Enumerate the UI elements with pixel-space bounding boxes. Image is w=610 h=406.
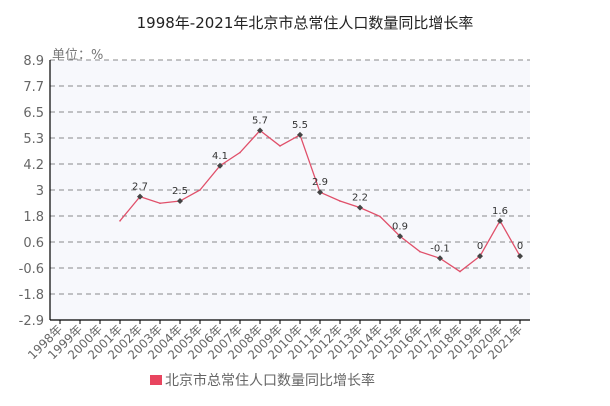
data-point <box>339 200 341 202</box>
data-point <box>459 270 461 273</box>
data-point <box>239 151 241 154</box>
data-point-marker <box>477 253 483 260</box>
gridlines <box>50 59 530 295</box>
y-tick-label: 0.6 <box>23 236 44 251</box>
data-point <box>379 215 381 218</box>
data-label: 4.1 <box>212 151 228 162</box>
y-tick-label: 7.7 <box>23 80 44 95</box>
legend[interactable]: 北京市总常住人口数量同比增长率 <box>150 372 375 389</box>
data-point-marker <box>517 253 523 260</box>
data-label: 2.7 <box>132 182 148 193</box>
legend-label: 北京市总常住人口数量同比增长率 <box>165 372 375 389</box>
data-point-marker <box>397 233 403 240</box>
data-point <box>119 220 121 222</box>
y-tick-label: -1.8 <box>19 288 44 303</box>
data-label: 5.5 <box>292 120 308 131</box>
data-label: 2.5 <box>172 186 188 197</box>
data-label: 1.6 <box>492 206 508 217</box>
legend-swatch <box>150 375 162 385</box>
data-point <box>419 250 421 253</box>
data-point-marker <box>297 131 303 138</box>
data-label: 0 <box>477 241 483 252</box>
y-tick-label: -2.9 <box>19 314 44 329</box>
data-point-marker <box>357 204 363 211</box>
y-axis-ticks: 8.9 7.7 6.5 5.3 4.2 3 1.8 0.6 -0.6 -1.8 -2.9 <box>19 54 44 329</box>
data-label: 0 <box>517 241 523 252</box>
data-point <box>199 189 201 191</box>
data-point <box>159 202 161 205</box>
data-label: 0.9 <box>392 221 408 232</box>
data-label: -0.1 <box>430 243 450 254</box>
chart-title: 1998年-2021年北京市总常住人口数量同比增长率 <box>137 14 474 32</box>
data-point-marker <box>137 193 143 200</box>
y-tick-label: 6.5 <box>23 106 44 121</box>
data-label: 2.2 <box>352 193 368 204</box>
y-tick-label: -0.6 <box>19 262 44 277</box>
data-point-marker <box>177 198 183 205</box>
data-label: 2.9 <box>312 177 328 188</box>
y-tick-label: 4.2 <box>23 158 44 173</box>
data-point-marker <box>317 189 323 196</box>
data-point-marker <box>257 127 263 134</box>
series-line: 2.7 2.5 4.1 5.7 5.5 2.9 2.2 0.9 -0.1 0 1.6 0 <box>119 116 523 273</box>
y-tick-label: 1.8 <box>23 210 44 225</box>
data-point-marker <box>497 217 503 224</box>
y-tick-label: 8.9 <box>23 54 44 69</box>
data-point-marker <box>217 162 223 169</box>
x-axis-ticks: 1998年1999年2000年2001年2002年2003年2004年2005年… <box>25 320 525 362</box>
y-tick-label: 5.3 <box>23 132 44 147</box>
y-tick-label: 3 <box>36 184 44 199</box>
data-label: 5.7 <box>252 116 268 127</box>
data-point <box>279 145 281 147</box>
unit-label: 单位：% <box>52 48 103 63</box>
data-point-marker <box>437 255 443 262</box>
